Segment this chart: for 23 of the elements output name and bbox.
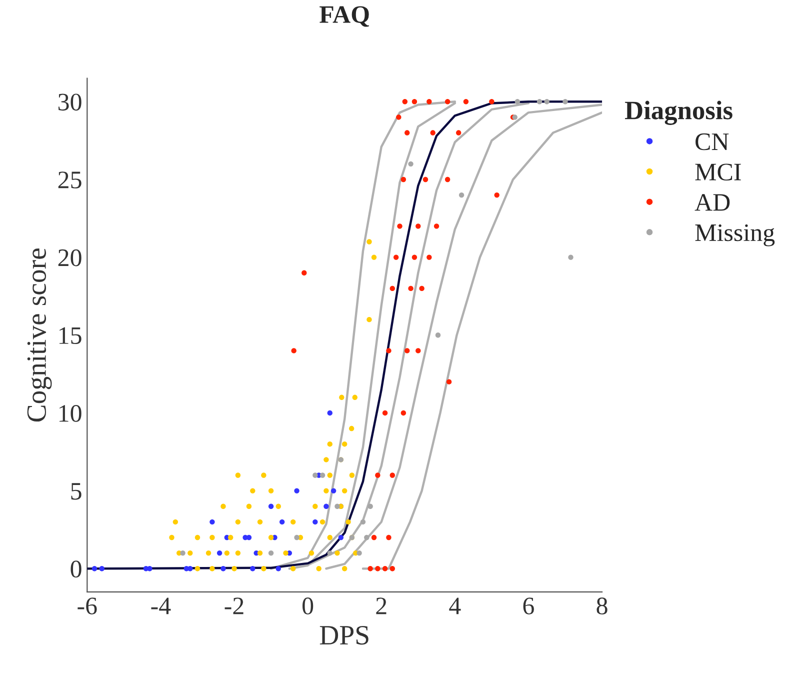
x-tick-label: -4 [151,598,171,614]
legend-label: CN [696,133,729,150]
y-tick-label: 15 [59,327,82,344]
y-tick-label: 20 [58,249,82,266]
y-tick-label: 0 [70,560,82,578]
y-tick-label: 10 [59,405,82,422]
x-tick-label: 2 [376,598,386,614]
x-tick-label: 0 [302,598,314,614]
x-tick-label: 8 [596,598,608,614]
x-tick-label: -6 [78,598,97,614]
legend-label: AD [694,194,730,211]
x-axis-title: DPS [320,626,368,645]
legend-title: Diagnosis [624,100,732,125]
legend-label: Missing [695,224,775,246]
y-tick-label: 25 [58,172,82,188]
legend-label: MCI [695,164,741,181]
chart-title: FAQ [320,6,369,27]
y-axis-title: Cognitive score [27,248,52,422]
y-tick-label: 30 [58,94,82,111]
x-tick-label: -2 [224,598,244,614]
y-tick-label: 5 [71,483,82,500]
x-tick-label: 4 [449,598,461,614]
x-tick-label: 6 [523,598,534,614]
